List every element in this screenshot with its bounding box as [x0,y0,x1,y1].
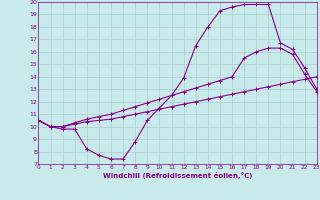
X-axis label: Windchill (Refroidissement éolien,°C): Windchill (Refroidissement éolien,°C) [103,172,252,179]
